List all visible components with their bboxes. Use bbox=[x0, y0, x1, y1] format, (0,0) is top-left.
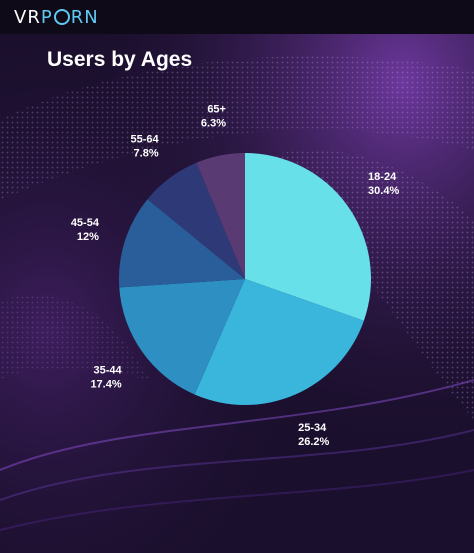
logo-prefix: VR bbox=[14, 6, 41, 28]
pie-slice-25-34 bbox=[194, 279, 364, 406]
slice-value-35-44: 17.4% bbox=[90, 379, 121, 391]
slice-label-45-54: 45-54 bbox=[71, 217, 100, 229]
logo-p: P bbox=[40, 6, 53, 28]
slice-label-35-44: 35-44 bbox=[94, 365, 123, 377]
pie-slice-45-54 bbox=[119, 199, 245, 288]
slice-label-65+: 65+ bbox=[207, 103, 226, 115]
logo-o-icon bbox=[53, 9, 70, 25]
header-bar bbox=[0, 0, 474, 34]
pie-slice-35-44 bbox=[119, 279, 245, 395]
slice-label-25-34: 25-34 bbox=[298, 422, 327, 434]
pie-slice-65+ bbox=[196, 153, 245, 279]
slice-value-65+: 6.3% bbox=[201, 117, 226, 129]
slice-label-18-24: 18-24 bbox=[368, 171, 397, 183]
slice-value-18-24: 30.4% bbox=[368, 185, 399, 197]
pie-slice-55-64 bbox=[147, 162, 245, 279]
slice-value-55-64: 7.8% bbox=[134, 147, 159, 159]
slice-value-25-34: 26.2% bbox=[298, 436, 329, 448]
brand-logo[interactable]: VR P RN bbox=[14, 6, 99, 28]
chart-title: Users by Ages bbox=[47, 48, 193, 71]
logo-suffix: RN bbox=[70, 6, 99, 28]
slice-value-45-54: 12% bbox=[77, 231, 99, 243]
pie-slice-18-24 bbox=[245, 153, 371, 321]
slice-label-55-64: 55-64 bbox=[130, 133, 159, 145]
